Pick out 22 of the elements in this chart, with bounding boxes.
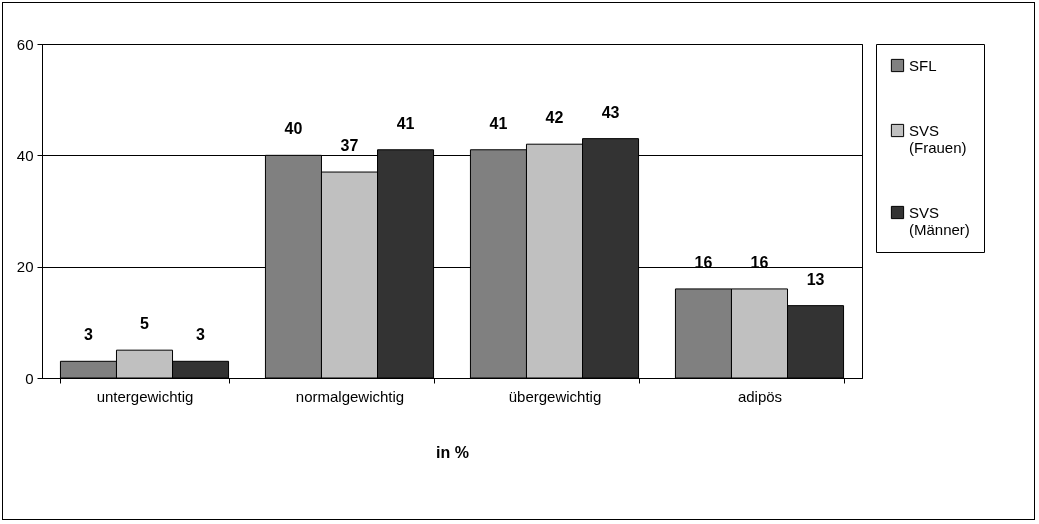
y-tick-label: 40 (16, 146, 34, 164)
data-label: 5 (140, 315, 150, 333)
x-tick-label: normalgewichtig (295, 387, 405, 405)
data-label: 40 (284, 120, 303, 138)
x-axis-title: in % (436, 443, 469, 461)
data-label: 37 (340, 137, 359, 155)
x-tick-label: übergewichtig (508, 387, 602, 405)
data-label: 3 (196, 326, 206, 344)
y-tick-label: 20 (16, 258, 34, 276)
data-label: 3 (84, 326, 94, 344)
data-label: 41 (396, 114, 415, 132)
x-tick-label: untergewichtig (96, 387, 194, 405)
legend-label: SFL (909, 56, 937, 74)
data-label: 13 (806, 270, 825, 288)
y-tick-label: 60 (16, 35, 34, 53)
data-label: 41 (489, 114, 508, 132)
legend-label: SVS (Frauen) (909, 121, 967, 156)
data-label: 43 (601, 103, 620, 121)
data-label: 42 (545, 109, 564, 127)
x-tick-label: adipös (737, 387, 783, 405)
legend-label: SVS (Männer) (909, 203, 970, 238)
y-tick-label: 0 (25, 369, 34, 387)
